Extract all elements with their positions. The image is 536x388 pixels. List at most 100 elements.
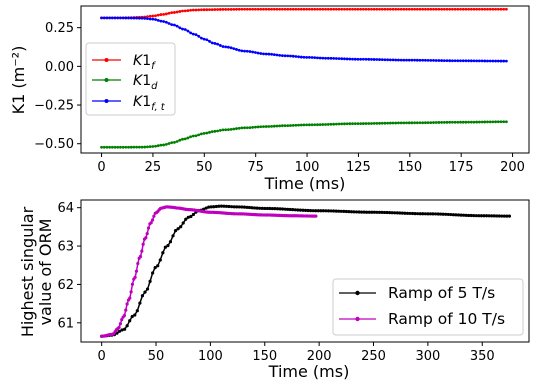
data-point bbox=[483, 7, 487, 11]
data-point bbox=[191, 212, 196, 217]
data-point bbox=[394, 121, 398, 125]
data-point bbox=[288, 207, 292, 212]
y-tick-label: 61 bbox=[57, 316, 74, 331]
data-point bbox=[482, 214, 486, 218]
data-point bbox=[399, 121, 403, 125]
data-point bbox=[348, 122, 352, 126]
data-point bbox=[194, 134, 198, 138]
data-point bbox=[421, 7, 425, 11]
y-axis-label-line1: Highest singular bbox=[18, 206, 37, 337]
data-point bbox=[286, 7, 290, 11]
data-point bbox=[159, 13, 163, 16]
data-point bbox=[407, 121, 411, 125]
data-point bbox=[186, 215, 190, 219]
data-point bbox=[146, 145, 149, 149]
data-point bbox=[326, 7, 330, 11]
data-point bbox=[453, 7, 457, 11]
data-point bbox=[367, 7, 371, 11]
data-point bbox=[416, 212, 420, 216]
data-point bbox=[486, 7, 489, 11]
data-point bbox=[421, 121, 425, 125]
data-point bbox=[245, 49, 249, 53]
data-point bbox=[117, 329, 122, 333]
data-point bbox=[213, 8, 217, 11]
data-point bbox=[255, 206, 259, 210]
data-point bbox=[383, 121, 387, 125]
data-point bbox=[176, 227, 180, 231]
data-point bbox=[148, 14, 152, 18]
data-point bbox=[130, 282, 135, 286]
y-tick-label: 62 bbox=[57, 278, 74, 293]
data-point bbox=[235, 7, 238, 11]
data-point bbox=[385, 210, 389, 215]
data-point bbox=[380, 58, 384, 62]
data-point bbox=[136, 261, 140, 266]
data-point bbox=[186, 9, 190, 13]
data-point bbox=[191, 8, 195, 12]
x-tick-label: 100 bbox=[295, 160, 320, 175]
data-point bbox=[207, 205, 211, 209]
data-point bbox=[324, 209, 328, 213]
data-point bbox=[152, 214, 156, 218]
series-markers bbox=[100, 204, 512, 338]
data-point bbox=[237, 48, 241, 52]
data-point bbox=[444, 212, 448, 216]
data-point bbox=[467, 7, 471, 11]
data-point bbox=[235, 48, 238, 51]
data-point bbox=[459, 59, 462, 63]
data-point bbox=[294, 55, 298, 58]
data-point bbox=[451, 7, 454, 11]
data-point bbox=[418, 7, 422, 11]
data-point bbox=[370, 57, 373, 61]
data-point bbox=[442, 7, 446, 11]
data-point bbox=[351, 7, 354, 11]
legend-item-ramp-10: Ramp of 10 T/s bbox=[339, 310, 505, 328]
data-point bbox=[293, 208, 297, 212]
data-point bbox=[189, 8, 193, 12]
data-point bbox=[145, 287, 150, 291]
data-point bbox=[500, 214, 504, 218]
data-point bbox=[138, 301, 142, 305]
data-point bbox=[181, 9, 184, 13]
data-point bbox=[316, 209, 320, 213]
data-point bbox=[267, 125, 271, 128]
data-point bbox=[461, 59, 465, 63]
y-axis-ticks: −0.50 −0.25 0.00 0.25 bbox=[34, 21, 81, 152]
data-point bbox=[313, 123, 317, 127]
data-point bbox=[451, 120, 454, 124]
data-point bbox=[316, 7, 319, 11]
data-point bbox=[496, 7, 500, 11]
data-point bbox=[418, 121, 422, 125]
data-point bbox=[437, 7, 441, 11]
data-point bbox=[154, 18, 157, 21]
data-point bbox=[345, 57, 349, 61]
data-point bbox=[146, 17, 149, 21]
data-point bbox=[478, 59, 481, 63]
data-point bbox=[121, 16, 125, 20]
x-tick-label: 350 bbox=[470, 349, 495, 364]
data-point bbox=[478, 120, 481, 124]
data-point bbox=[210, 130, 214, 134]
data-point bbox=[334, 122, 338, 126]
data-point bbox=[221, 8, 225, 11]
data-point bbox=[214, 204, 218, 209]
x-tick-label: 100 bbox=[198, 349, 223, 364]
data-point bbox=[499, 7, 503, 11]
data-point bbox=[329, 122, 333, 126]
data-point bbox=[278, 7, 282, 11]
data-point bbox=[110, 16, 114, 20]
data-point bbox=[205, 38, 209, 42]
data-point bbox=[297, 123, 300, 127]
data-point bbox=[297, 55, 300, 59]
data-point bbox=[321, 7, 325, 11]
data-point bbox=[210, 8, 214, 12]
data-point bbox=[365, 210, 369, 214]
data-point bbox=[448, 120, 452, 124]
x-tick-label: 150 bbox=[397, 160, 422, 175]
legend-box bbox=[85, 42, 176, 116]
data-point bbox=[264, 7, 268, 11]
data-point bbox=[442, 120, 446, 124]
data-point bbox=[307, 56, 311, 59]
data-point bbox=[351, 122, 354, 126]
data-point bbox=[488, 59, 492, 63]
